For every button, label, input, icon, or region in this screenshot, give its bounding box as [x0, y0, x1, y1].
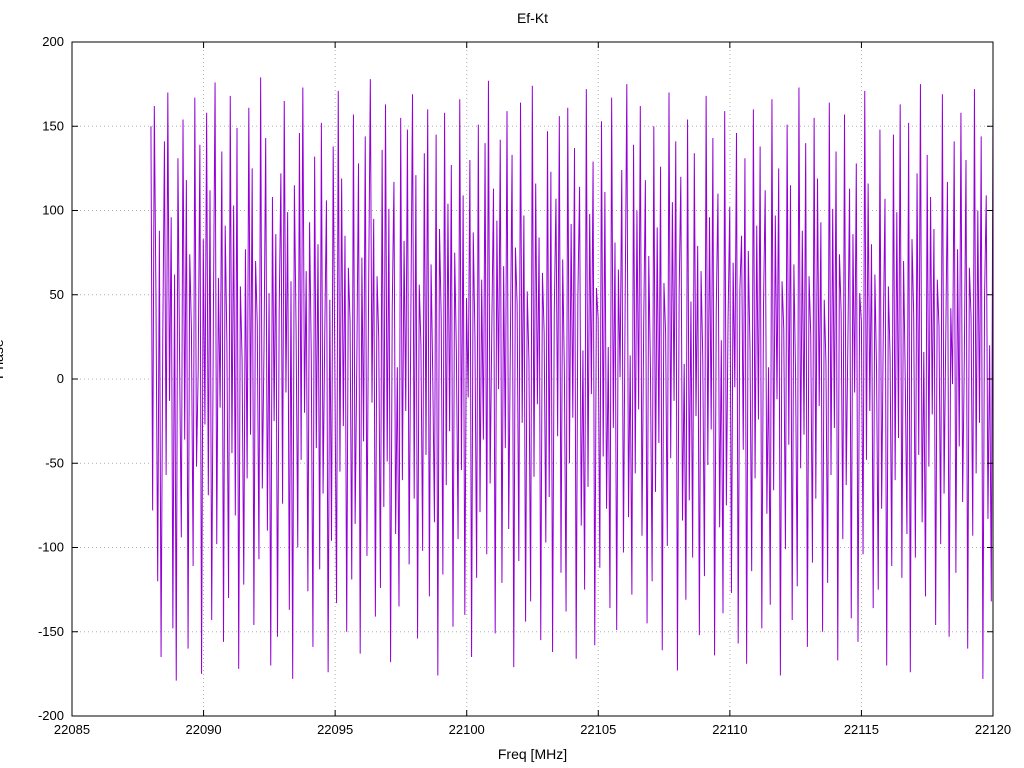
- x-tick-label: 22095: [317, 722, 353, 737]
- y-tick-label: -100: [38, 540, 64, 555]
- y-tick-label: 200: [42, 34, 64, 49]
- chart-title: Ef-Kt: [516, 10, 549, 26]
- x-tick-label: 22100: [449, 722, 485, 737]
- x-tick-label: 22085: [54, 722, 90, 737]
- tick-marks: [71, 41, 994, 717]
- y-tick-label: -150: [38, 624, 64, 639]
- y-axis-label: Phase: [0, 339, 6, 379]
- y-tick-label: -50: [45, 455, 64, 470]
- tick-labels: 22085 22090 22095 22100 22105 22110 22115 22120…: [38, 34, 1011, 737]
- y-tick-label: 50: [50, 287, 64, 302]
- data-line: [150, 77, 994, 681]
- x-tick-label: 22120: [975, 722, 1011, 737]
- x-tick-label: 22110: [712, 722, 747, 737]
- x-tick-label: 22090: [185, 722, 221, 737]
- x-tick-label: 22115: [844, 722, 879, 737]
- y-tick-label: -200: [38, 708, 64, 723]
- x-tick-label: 22105: [580, 722, 616, 737]
- y-tick-label: 0: [57, 371, 64, 386]
- y-tick-label: 100: [42, 203, 64, 218]
- y-tick-label: 150: [42, 118, 64, 133]
- x-axis-label: Freq [MHz]: [497, 746, 568, 762]
